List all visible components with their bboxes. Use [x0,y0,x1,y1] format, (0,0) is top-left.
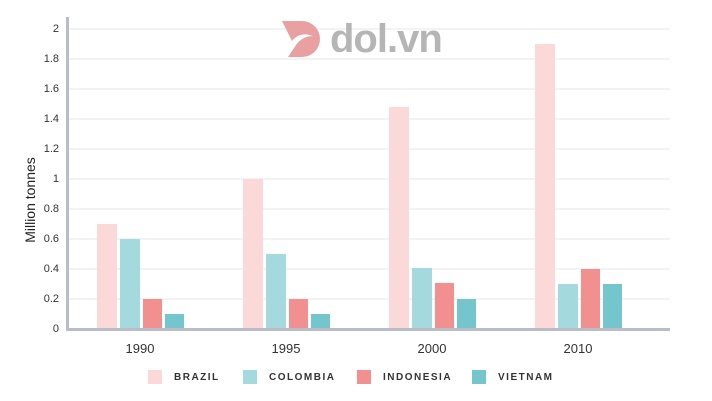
legend-swatch [472,370,486,384]
legend-item-brazil: BRAZIL [148,370,220,384]
bar-indonesia-2000 [435,282,454,329]
bar-brazil-1990 [97,224,117,329]
y-tick-label: 1 [52,173,59,185]
bar-vietnam-1990 [165,314,184,329]
bar-brazil-2000 [389,107,409,329]
gridline [66,298,670,300]
y-tick-label: 0.2 [43,293,59,305]
gridline [66,58,670,60]
gridline [66,118,670,120]
bar-vietnam-2010 [603,284,622,329]
y-tick-label: 1.4 [43,113,59,125]
watermark-text: dol.vn [330,17,443,61]
legend-swatch [243,370,257,384]
dol-logo-icon [282,21,320,57]
bar-indonesia-1995 [289,299,308,329]
y-tick-label: 0 [52,323,59,335]
bar-colombia-2010 [558,284,578,329]
legend-label: VIETNAM [498,371,554,383]
bar-colombia-1995 [266,254,286,329]
y-tick-label: 1.8 [43,53,59,65]
bar-colombia-2000 [412,267,432,329]
legend-item-indonesia: INDONESIA [357,370,452,384]
gridline [66,88,670,90]
gridline [66,238,670,240]
y-axis-label: Million tonnes [22,157,38,243]
x-tick-label: 1990 [125,341,155,356]
bar-brazil-2010 [535,44,555,329]
legend-item-vietnam: VIETNAM [472,370,554,384]
x-tick-label: 1995 [271,341,301,356]
y-tick-label: 0.6 [43,233,59,245]
bar-vietnam-2000 [457,299,476,329]
gridline [66,148,670,150]
legend-swatch [148,370,162,384]
x-tick-label: 2010 [563,341,593,356]
y-tick-label: 0.8 [43,203,59,215]
legend-label: INDONESIA [383,371,453,383]
legend-label: BRAZIL [174,371,220,383]
bar-indonesia-1990 [143,299,162,329]
legend-swatch [357,370,371,384]
y-axis-line [66,17,69,331]
bar-brazil-1995 [243,179,263,329]
gridline [66,208,670,210]
bar-vietnam-1995 [311,314,330,329]
x-axis-line [66,328,670,331]
plot-area [66,28,670,329]
gridline [66,28,670,30]
gridline [66,178,670,180]
bar-indonesia-2010 [581,269,600,329]
y-tick-label: 1.2 [43,143,59,155]
bar-colombia-1990 [120,239,140,329]
legend-item-colombia: COLOMBIA [243,370,335,384]
legend-label: COLOMBIA [269,371,336,383]
y-tick-label: 0.4 [43,263,59,275]
y-tick-label: 1.6 [43,83,59,95]
watermark-logo: dol.vn [280,17,443,61]
x-tick-label: 2000 [417,341,447,356]
gridline [66,268,670,270]
legend: BRAZIL COLOMBIA INDONESIA VIETNAM [0,370,712,386]
y-tick-label: 2 [52,23,59,35]
